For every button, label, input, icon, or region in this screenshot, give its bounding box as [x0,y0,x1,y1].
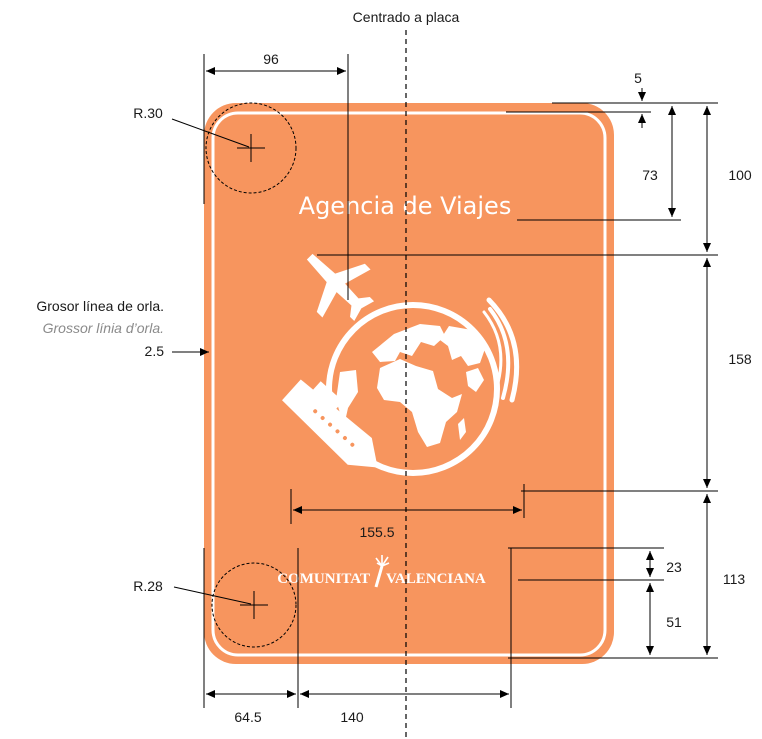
border-note: Grosor línea de orla. Grossor línia d’or… [36,298,209,359]
dim-footer-band-label: 113 [723,571,746,587]
comunitat-valenciana-logo: COMUNITAT VALENCIANA [277,555,486,588]
brand-left: COMUNITAT [277,571,370,587]
dim-pictogram-width [290,484,525,524]
ship-icon [282,379,378,468]
dim-pictogram-height-label: 158 [728,351,752,367]
radius-top-label: R.30 [133,105,163,121]
brand-right: VALENCIANA [386,571,486,587]
sign-border [211,111,607,657]
border-note-es: Grosor línea de orla. [36,298,164,314]
center-label: Centrado a placa [353,9,460,25]
radius-bottom-marker [173,562,297,648]
dim-pictogram-width-label: 155.5 [359,524,394,540]
dim-logo-bottom-label: 51 [666,614,682,630]
dim-margin-top-label: 5 [634,70,642,86]
orbit-swoosh-icon [482,297,520,403]
dim-logo-width-label: 140 [340,709,364,725]
sign-title: Agencia de Viajes [299,192,512,220]
border-note-va: Grossor línia d’orla. [43,320,164,336]
dim-header-band-label: 100 [728,167,752,183]
dim-right-guides [317,102,718,659]
dim-top-width [203,54,349,300]
dim-top-width-label: 96 [263,51,279,67]
palm-icon [374,555,390,588]
airplane-icon [306,253,375,322]
radius-bottom-label: R.28 [133,578,163,594]
dim-bottom-guides [203,548,512,708]
border-note-value: 2.5 [145,343,165,359]
dim-logo-height-label: 23 [666,559,682,575]
travel-pictogram-icon [282,253,520,476]
radius-top-marker [171,102,297,194]
dim-title-offset-label: 73 [642,167,658,183]
dim-left-margin-label: 64.5 [234,709,261,725]
